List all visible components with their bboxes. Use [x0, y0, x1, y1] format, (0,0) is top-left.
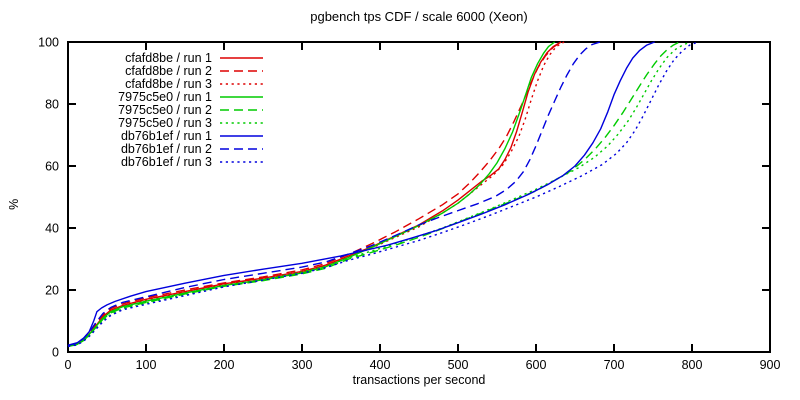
y-tick-label: 60 [45, 160, 59, 174]
series-line-db76b1ef-run-1 [67, 41, 655, 346]
x-tick-label: 100 [136, 358, 157, 372]
x-tick-label: 0 [65, 358, 72, 372]
y-tick-label: 40 [45, 222, 59, 236]
legend-label: 7975c5e0 / run 2 [118, 103, 212, 117]
x-tick-label: 800 [682, 358, 703, 372]
legend-label: db76b1ef / run 2 [121, 142, 212, 156]
series-line-cfafd8be-run-2 [67, 41, 562, 347]
series-line-7975c5e0-run-1 [67, 41, 556, 347]
series-line-db76b1ef-run-3 [67, 41, 699, 348]
legend-label: 7975c5e0 / run 3 [118, 116, 212, 130]
x-tick-label: 500 [448, 358, 469, 372]
y-tick-label: 80 [45, 98, 59, 112]
y-tick-label: 0 [52, 346, 59, 360]
plot-border [67, 41, 771, 353]
y-tick-label: 100 [38, 36, 59, 50]
legend-label: 7975c5e0 / run 1 [118, 90, 212, 104]
legend-label: db76b1ef / run 3 [121, 155, 212, 169]
y-axis-label: % [6, 198, 21, 210]
x-tick-label: 600 [526, 358, 547, 372]
chart-title: pgbench tps CDF / scale 6000 (Xeon) [310, 9, 528, 24]
x-tick-label: 400 [370, 358, 391, 372]
x-tick-label: 200 [214, 358, 235, 372]
legend-label: cfafd8be / run 1 [125, 51, 212, 65]
legend-label: cfafd8be / run 3 [125, 77, 212, 91]
x-axis-label: transactions per second [352, 373, 486, 387]
x-tick-label: 300 [292, 358, 313, 372]
x-tick-label: 700 [604, 358, 625, 372]
legend-label: cfafd8be / run 2 [125, 64, 212, 78]
x-tick-label: 900 [760, 358, 781, 372]
y-tick-label: 20 [45, 284, 59, 298]
legend-label: db76b1ef / run 1 [121, 129, 212, 143]
series-line-db76b1ef-run-2 [67, 41, 601, 347]
